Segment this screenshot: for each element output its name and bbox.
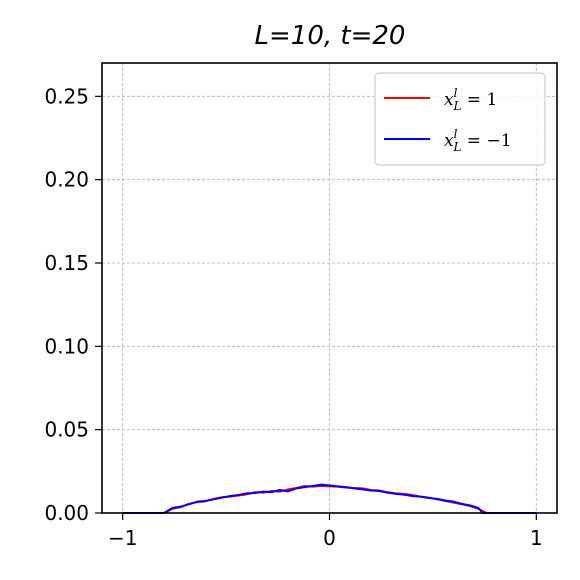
x-tick-label: −1	[108, 526, 137, 550]
y-tick-label: 0.20	[44, 168, 89, 192]
chart-title: L=10, t=20	[255, 21, 406, 51]
y-tick-label: 0.10	[44, 334, 89, 358]
legend: xl L = 1 xl L = −1	[374, 72, 546, 166]
y-tick-label: 0.00	[44, 501, 89, 525]
legend-label-2: xl L = −1	[444, 127, 512, 154]
legend-label-1: xl L = 1	[444, 86, 497, 113]
series-line-2	[122, 483, 537, 514]
y-tick-label: 0.05	[44, 418, 89, 442]
y-tick-label: 0.15	[44, 251, 89, 275]
y-tick-label: 0.25	[44, 84, 89, 108]
x-tick-label: 0	[323, 526, 336, 550]
series-layer	[122, 483, 537, 514]
x-tick-label: 1	[530, 526, 543, 550]
legend-box	[374, 72, 546, 166]
tick-layer: −1 0 1 0.00 0.05 0.10 0.15 0.20 0.25	[44, 84, 542, 550]
